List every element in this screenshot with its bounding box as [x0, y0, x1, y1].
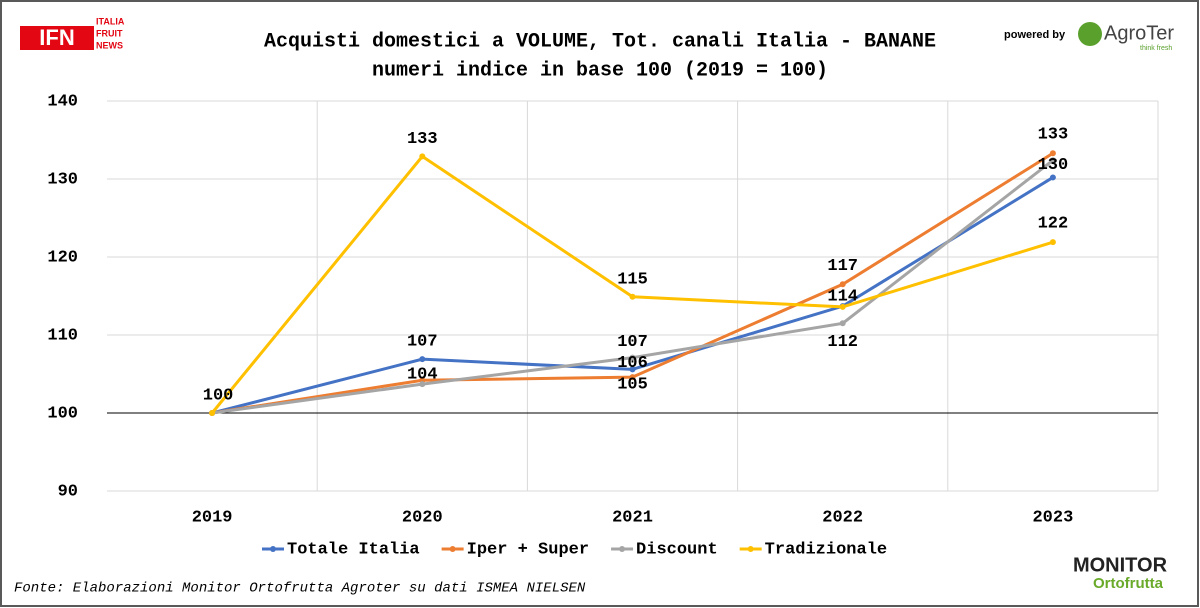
- y-tick-label: 120: [47, 248, 78, 267]
- data-label: 133: [1038, 126, 1069, 145]
- source-note: Fonte: Elaborazioni Monitor Ortofrutta A…: [14, 581, 586, 597]
- monitor-tag: Ortofrutta: [1093, 575, 1164, 592]
- y-tick-label: 90: [58, 482, 78, 501]
- data-label: 130: [1038, 156, 1069, 175]
- point: [629, 366, 636, 373]
- data-label: 115: [617, 270, 648, 289]
- data-label: 117: [827, 257, 858, 276]
- x-tick-label: 2023: [1032, 508, 1073, 527]
- legend-label: Iper + Super: [467, 540, 589, 559]
- point: [1049, 239, 1056, 246]
- logo-box: [20, 26, 94, 50]
- agroter-logo: AgroTer: [1104, 22, 1174, 44]
- logo-line: ITALIA: [96, 16, 125, 26]
- logo-line: NEWS: [96, 40, 123, 50]
- agroter-tag: think fresh: [1140, 45, 1172, 52]
- data-label: 122: [1038, 215, 1069, 234]
- data-label: 100: [203, 386, 234, 405]
- logo-text: IFN: [39, 25, 74, 50]
- data-label: 107: [617, 333, 648, 352]
- point: [419, 356, 426, 363]
- point: [209, 410, 216, 416]
- point: [419, 153, 426, 160]
- data-label: 112: [827, 333, 858, 352]
- point: [419, 381, 426, 388]
- legend-label: Totale Italia: [287, 540, 420, 559]
- logo-line: FRUIT: [96, 28, 123, 38]
- point: [629, 293, 636, 300]
- x-tick-label: 2020: [402, 508, 443, 527]
- x-tick-label: 2019: [192, 508, 233, 527]
- powered-by: powered by: [1004, 29, 1066, 41]
- agroter-icon: [1078, 22, 1102, 46]
- legend-marker: [619, 546, 626, 552]
- point: [839, 303, 846, 310]
- point: [1049, 150, 1056, 157]
- point: [629, 374, 636, 381]
- data-label: 105: [617, 376, 648, 395]
- chart-title: Acquisti domestici a VOLUME, Tot. canali…: [264, 30, 936, 53]
- y-tick-label: 110: [47, 326, 78, 345]
- legend-marker: [747, 546, 754, 552]
- y-tick-label: 130: [47, 170, 78, 189]
- data-label: 106: [617, 354, 648, 373]
- x-tick-label: 2021: [612, 508, 653, 527]
- legend-marker: [270, 546, 276, 552]
- data-label: 104: [407, 366, 438, 385]
- y-tick-label: 140: [47, 92, 78, 111]
- point: [629, 354, 636, 361]
- data-label: 133: [407, 130, 438, 149]
- point: [839, 281, 846, 288]
- y-tick-label: 100: [47, 404, 78, 423]
- legend-label: Tradizionale: [765, 540, 887, 559]
- point: [1049, 174, 1056, 181]
- point: [1049, 157, 1056, 164]
- data-label: 107: [407, 333, 438, 352]
- legend-label: Discount: [636, 540, 718, 559]
- data-label: 114: [827, 288, 858, 307]
- x-tick-label: 2022: [822, 508, 863, 527]
- legend-marker: [449, 546, 456, 552]
- monitor-logo: MONITOR: [1073, 554, 1168, 576]
- point: [839, 320, 846, 327]
- chart-subtitle: numeri indice in base 100 (2019 = 100): [372, 59, 828, 82]
